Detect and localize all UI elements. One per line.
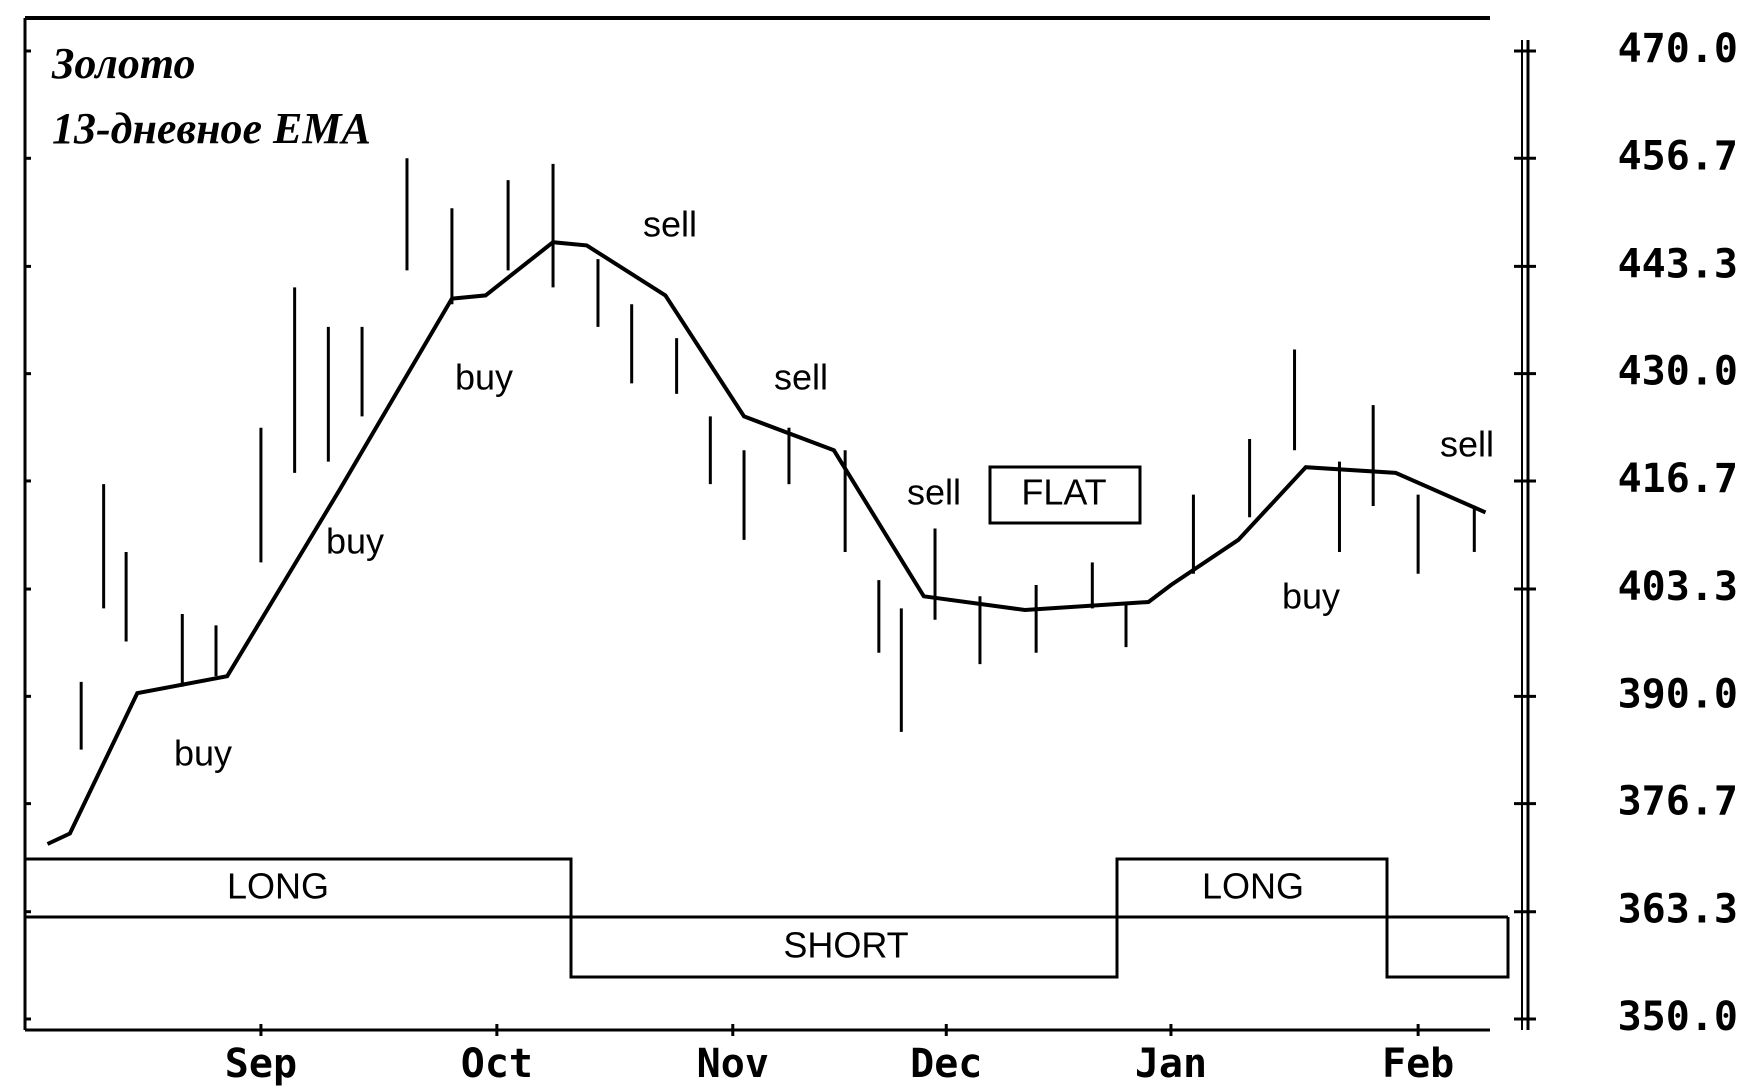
position-label: LONG (1202, 866, 1304, 907)
y-tick-label: 416.7 (1618, 456, 1738, 502)
chart-subtitle: 13-дневное EMA (52, 104, 371, 153)
flat-box (988, 465, 1142, 525)
y-tick-label: 470.0 (1618, 26, 1738, 72)
y-tick-label: 350.0 (1618, 994, 1738, 1040)
annotation: buy (174, 733, 232, 774)
y-tick-label: 390.0 (1618, 671, 1738, 717)
y-tick-label: 376.7 (1618, 779, 1738, 825)
annotation: sell (643, 204, 697, 245)
x-tick-label: Nov (697, 1041, 769, 1087)
ema-line (46, 240, 1487, 846)
x-tick-label: Dec (910, 1041, 982, 1087)
y-tick-label: 443.3 (1618, 241, 1738, 287)
y-tick-label: 456.7 (1618, 133, 1738, 179)
annotation: FLAT (1021, 472, 1106, 513)
chart-title: Золото (51, 39, 196, 88)
annotation: buy (455, 357, 513, 398)
position-label: SHORT (783, 925, 908, 966)
y-tick-label: 430.0 (1618, 349, 1738, 395)
annotation: sell (1440, 424, 1494, 465)
position-label: LONG (227, 866, 329, 907)
position-step (25, 857, 1510, 979)
x-tick-label: Sep (225, 1041, 297, 1087)
x-tick-label: Oct (461, 1041, 533, 1087)
y-tick-label: 403.3 (1618, 564, 1738, 610)
annotation: sell (774, 357, 828, 398)
annotation: sell (907, 472, 961, 513)
x-tick-label: Jan (1135, 1041, 1207, 1087)
annotation: buy (1282, 576, 1340, 617)
annotation: buy (326, 521, 384, 562)
y-tick-label: 363.3 (1618, 887, 1738, 933)
x-tick-label: Feb (1382, 1041, 1454, 1087)
